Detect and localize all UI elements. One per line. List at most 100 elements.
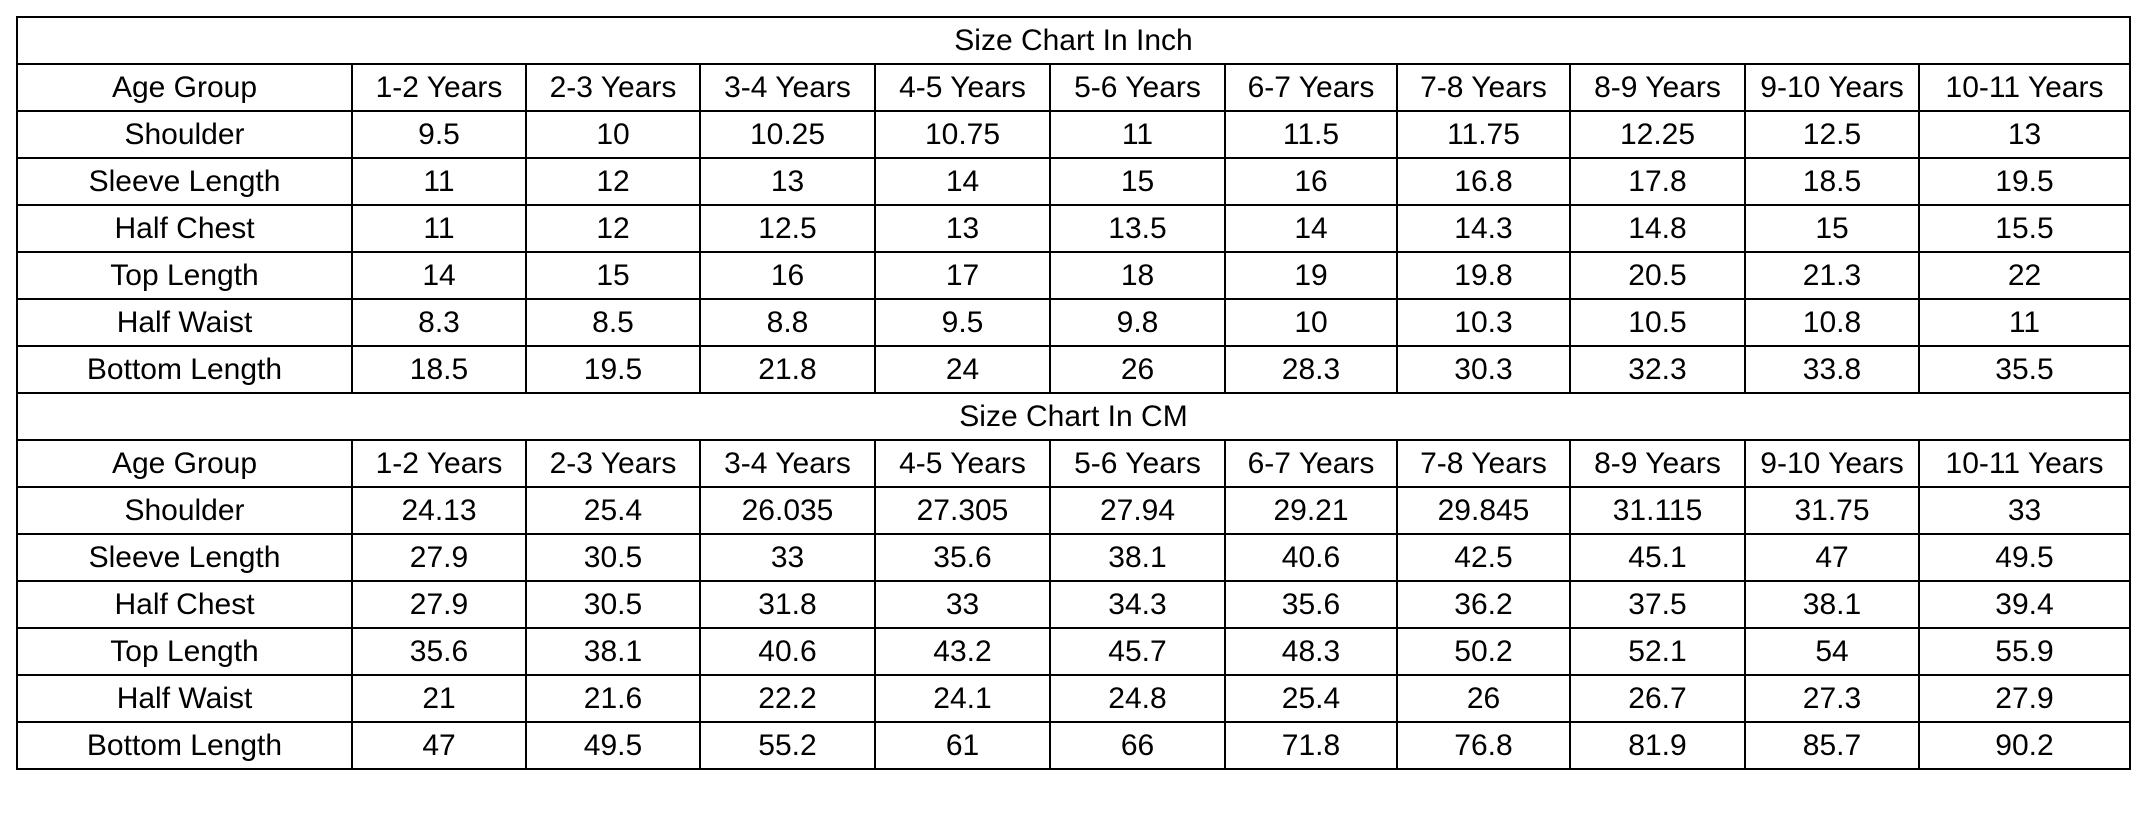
cell: 13 [874, 204, 1051, 253]
cell: 22 [1918, 251, 2131, 300]
cell: 40.6 [699, 627, 876, 676]
cell: 66 [1049, 721, 1226, 770]
cell: 55.2 [699, 721, 876, 770]
header-cell: 4-5 Years [874, 439, 1051, 488]
row-label: Top Length [16, 251, 353, 300]
header-cell: 7-8 Years [1396, 439, 1571, 488]
header-cell: Age Group [16, 439, 353, 488]
cell: 15.5 [1918, 204, 2131, 253]
cell: 13 [699, 157, 876, 206]
cell: 19.5 [1918, 157, 2131, 206]
data-row: Top Length 35.6 38.1 40.6 43.2 45.7 48.3 50.2 52… [16, 627, 2131, 676]
cell: 27.305 [874, 486, 1051, 535]
cell: 47 [351, 721, 527, 770]
header-cell: 4-5 Years [874, 63, 1051, 112]
cell: 19.5 [525, 345, 701, 394]
cell: 55.9 [1918, 627, 2131, 676]
row-label: Shoulder [16, 110, 353, 159]
cell: 37.5 [1569, 580, 1746, 629]
cell: 10 [525, 110, 701, 159]
cell: 27.9 [1918, 674, 2131, 723]
cell: 11 [1918, 298, 2131, 347]
cell: 35.6 [351, 627, 527, 676]
cell: 8.5 [525, 298, 701, 347]
cell: 11.5 [1224, 110, 1398, 159]
cell: 49.5 [525, 721, 701, 770]
header-row: Age Group 1-2 Years 2-3 Years 3-4 Years 4-5 … [16, 439, 2131, 488]
cell: 34.3 [1049, 580, 1226, 629]
row-label: Shoulder [16, 486, 353, 535]
cell: 16 [699, 251, 876, 300]
header-cell: 9-10 Years [1744, 63, 1920, 112]
row-label: Top Length [16, 627, 353, 676]
cell: 10.25 [699, 110, 876, 159]
cell: 24.8 [1049, 674, 1226, 723]
header-cell: 9-10 Years [1744, 439, 1920, 488]
cell: 26.035 [699, 486, 876, 535]
header-cell: 3-4 Years [699, 63, 876, 112]
header-cell: 6-7 Years [1224, 63, 1398, 112]
cell: 10.8 [1744, 298, 1920, 347]
cell: 18 [1049, 251, 1226, 300]
cell: 33.8 [1744, 345, 1920, 394]
data-row: Shoulder 24.13 25.4 26.035 27.305 27.94 29.21 2… [16, 486, 2131, 535]
title-row: Size Chart In Inch [16, 16, 2131, 65]
header-cell: 2-3 Years [525, 439, 701, 488]
data-row: Sleeve Length 11 12 13 14 15 16 16.8 17.8 18.5 19.… [16, 157, 2131, 206]
cell: 29.845 [1396, 486, 1571, 535]
cell: 15 [525, 251, 701, 300]
header-cell: 5-6 Years [1049, 63, 1226, 112]
header-cell: 1-2 Years [351, 439, 527, 488]
cell: 21.8 [699, 345, 876, 394]
header-cell: 2-3 Years [525, 63, 701, 112]
row-label: Bottom Length [16, 721, 353, 770]
cell: 33 [874, 580, 1051, 629]
cell: 12 [525, 204, 701, 253]
header-cell: 5-6 Years [1049, 439, 1226, 488]
cell: 14 [874, 157, 1051, 206]
cell: 38.1 [525, 627, 701, 676]
data-row: Bottom Length 47 49.5 55.2 61 66 71.8 76.8 81.9 8… [16, 721, 2131, 770]
cell: 50.2 [1396, 627, 1571, 676]
cell: 19 [1224, 251, 1398, 300]
data-row: Half Chest 11 12 12.5 13 13.5 14 14.3 14.8 15 15.5 [16, 204, 2131, 253]
cell: 28.3 [1224, 345, 1398, 394]
cell: 76.8 [1396, 721, 1571, 770]
data-row: Half Chest 27.9 30.5 31.8 33 34.3 35.6 36.2 37.5… [16, 580, 2131, 629]
header-cell: 10-11 Years [1918, 63, 2131, 112]
row-label: Half Chest [16, 580, 353, 629]
cell: 11.75 [1396, 110, 1571, 159]
header-cell: 8-9 Years [1569, 63, 1746, 112]
cell: 12 [525, 157, 701, 206]
cell: 30.5 [525, 533, 701, 582]
cell: 15 [1049, 157, 1226, 206]
cell: 9.8 [1049, 298, 1226, 347]
cell: 90.2 [1918, 721, 2131, 770]
header-cell: 6-7 Years [1224, 439, 1398, 488]
cell: 25.4 [525, 486, 701, 535]
cell: 26 [1049, 345, 1226, 394]
cell: 10 [1224, 298, 1398, 347]
cell: 13.5 [1049, 204, 1226, 253]
cell: 10.5 [1569, 298, 1746, 347]
cell: 9.5 [874, 298, 1051, 347]
cell: 32.3 [1569, 345, 1746, 394]
cell: 10.3 [1396, 298, 1571, 347]
cell: 54 [1744, 627, 1920, 676]
header-row: Age Group 1-2 Years 2-3 Years 3-4 Years 4-5 … [16, 63, 2131, 112]
cell: 85.7 [1744, 721, 1920, 770]
cell: 26 [1396, 674, 1571, 723]
cell: 52.1 [1569, 627, 1746, 676]
cell: 27.94 [1049, 486, 1226, 535]
title-row: Size Chart In CM [16, 392, 2131, 441]
cell: 25.4 [1224, 674, 1398, 723]
cell: 22.2 [699, 674, 876, 723]
cell: 18.5 [1744, 157, 1920, 206]
cell: 40.6 [1224, 533, 1398, 582]
cell: 47 [1744, 533, 1920, 582]
header-cell: 10-11 Years [1918, 439, 2131, 488]
row-label: Half Waist [16, 674, 353, 723]
cell: 38.1 [1744, 580, 1920, 629]
cell: 35.5 [1918, 345, 2131, 394]
header-cell: 8-9 Years [1569, 439, 1746, 488]
